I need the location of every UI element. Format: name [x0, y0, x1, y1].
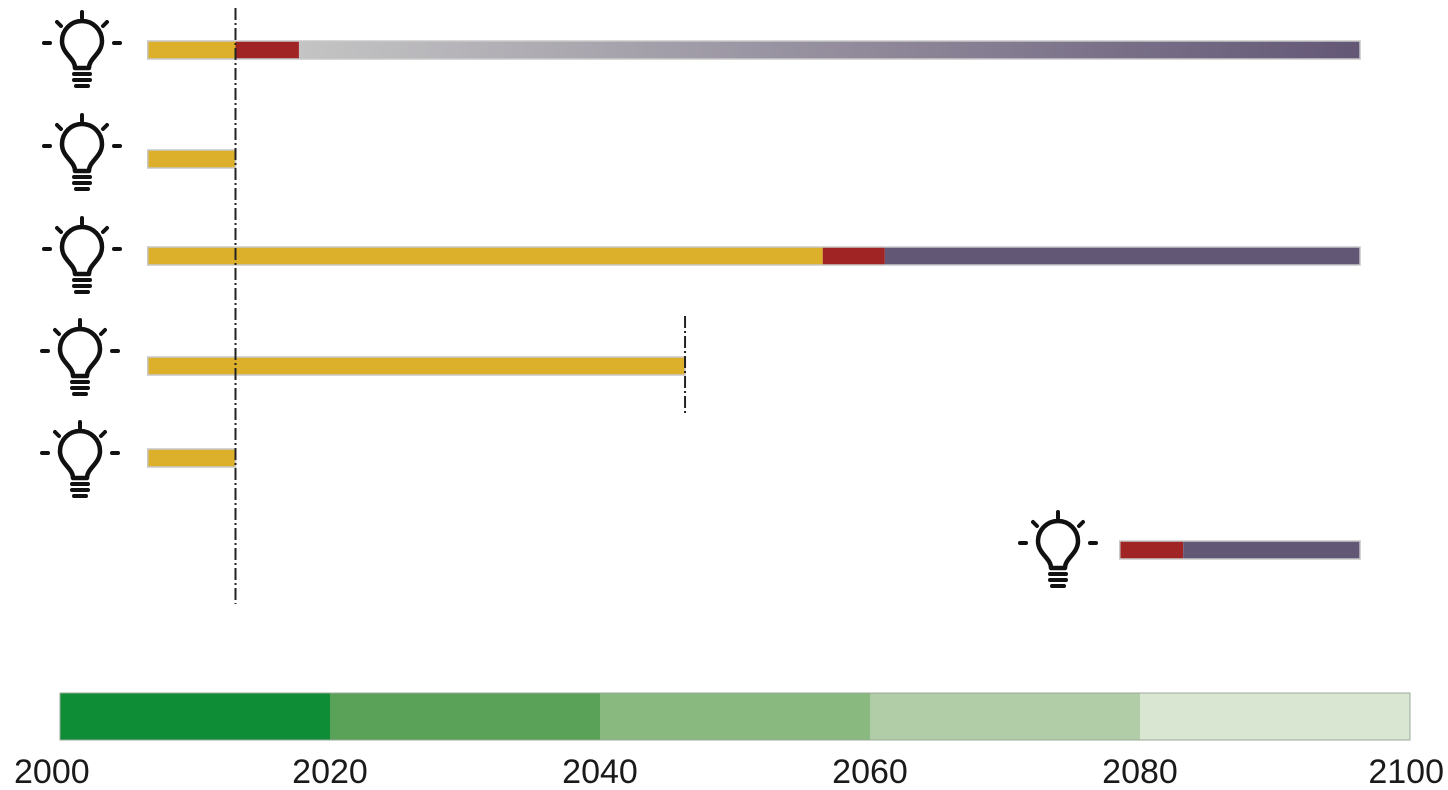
color-scale-bar: [59, 692, 1411, 741]
bar-segment-red: [235, 41, 299, 59]
tick-label: 2080: [1102, 753, 1178, 790]
lightbulb-icon: [42, 113, 122, 191]
x-axis-ticks: 2000 2020 2040 2060 2080 2100: [14, 753, 1444, 790]
tick-label: 2060: [832, 753, 908, 790]
timeline-row: [147, 356, 686, 376]
lightbulb-icon: [42, 216, 122, 294]
color-scale-segment: [330, 693, 600, 740]
color-scale-segment: [600, 693, 870, 740]
bar-segment-yellow: [147, 41, 236, 59]
bar-segment-yellow: [147, 247, 823, 265]
lightbulb-icon: [40, 318, 120, 396]
tick-label: 2040: [562, 753, 638, 790]
bar-outline: [1119, 540, 1361, 560]
tick-label: 2000: [14, 753, 90, 790]
bar-segment-yellow: [147, 357, 686, 375]
timeline-row: [1119, 540, 1361, 560]
lightbulb-icon: [42, 10, 122, 88]
bars-layer: [147, 40, 1361, 560]
bar-segment-red: [822, 247, 885, 265]
icons-layer: [40, 10, 1098, 588]
bar-segment-gray-to-purple-gradient: [298, 41, 1361, 59]
bar-outline: [147, 246, 1361, 266]
lightbulb-icon: [40, 420, 120, 498]
lightbulb-icon: [1018, 510, 1098, 588]
bar-segment-purple: [884, 247, 1361, 265]
color-scale-segment: [870, 693, 1140, 740]
bar-segment-red: [1119, 541, 1184, 559]
tick-label: 2020: [292, 753, 368, 790]
color-scale-segment: [1140, 693, 1410, 740]
color-scale-outline: [59, 692, 1411, 741]
timeline-row: [147, 246, 1361, 266]
bar-segment-yellow: [147, 150, 236, 168]
bar-outline: [147, 40, 1361, 60]
bar-segment-purple: [1183, 541, 1361, 559]
reference-lines: [234, 8, 687, 604]
color-scale-segment: [60, 693, 330, 740]
tick-label: 2100: [1368, 753, 1444, 790]
bar-segment-yellow: [147, 449, 236, 467]
timeline-row: [147, 448, 237, 468]
timeline-row: [147, 40, 1361, 60]
timeline-row: [147, 149, 237, 169]
